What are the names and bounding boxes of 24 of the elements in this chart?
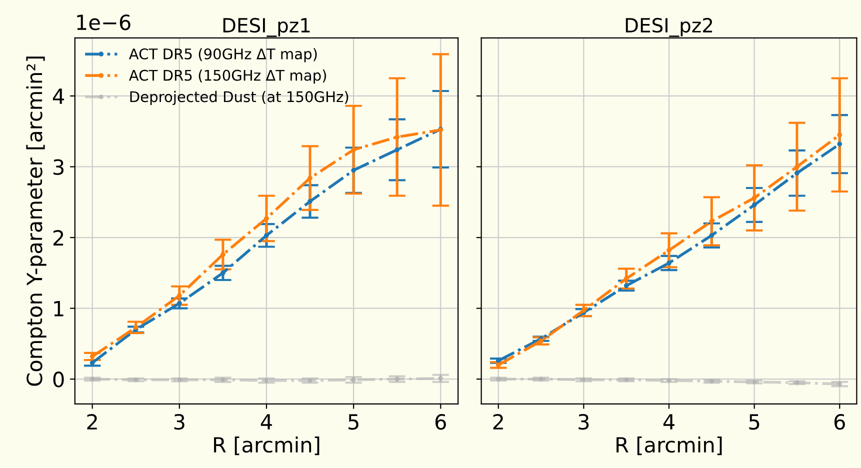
x-tick-label: 5 [749,414,760,430]
y-tick-label: 1 [54,301,64,316]
x-tick-label: 6 [834,414,845,430]
legend-label: Deprojected Dust (at 150GHz) [130,90,348,106]
y-tick-label: 3 [54,159,64,175]
x-tick-label: 2 [493,414,503,430]
text: 1e−6 [77,14,130,30]
x-tick-label: 3 [578,414,589,430]
y-tick-label: 4 [52,88,64,104]
legend-label: ACT DR5 (150GHz ΔT map) [128,70,326,84]
y-tick-label: 2 [53,230,64,246]
x-tick-label: 5 [348,414,358,430]
x-tick-label: 6 [435,414,446,430]
chart-title: DESI_pz1 [223,18,310,37]
chart-title: DESI_pz2 [626,18,712,37]
legend-label: ACT DR5 (90GHz ΔT map) [128,48,317,62]
x-tick-label: 3 [174,414,184,430]
x-axis-title: R [arcmin] [214,436,320,456]
x-tick-label: 4 [260,414,272,430]
x-tick-label: 4 [663,414,674,430]
x-axis-title: R [arcmin] [616,436,722,456]
y-axis-title: Compton Y-parameter [arcmin²] [26,56,46,386]
y-tick-label: 0 [53,372,64,388]
x-tick-label: 2 [87,414,97,430]
